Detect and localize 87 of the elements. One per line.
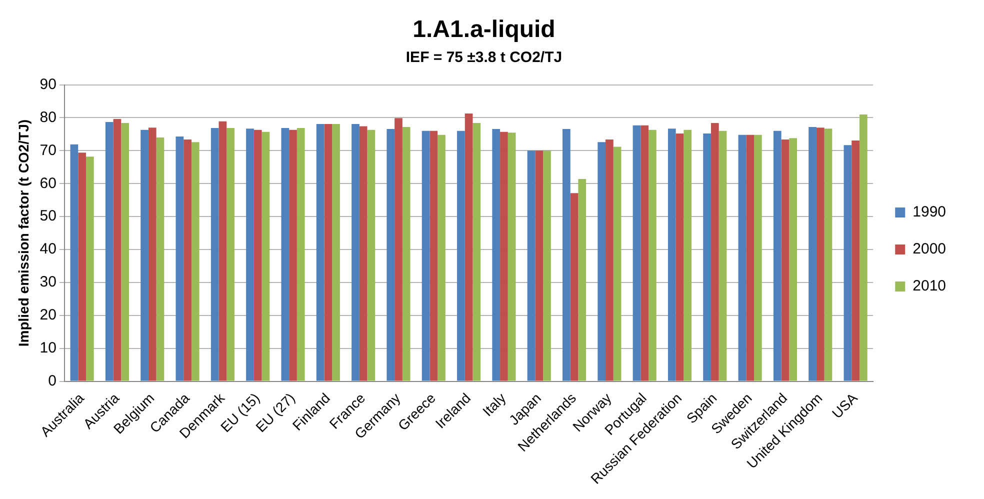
y-tick-label: 90 (40, 76, 56, 93)
bar (859, 114, 868, 381)
bar (754, 134, 762, 381)
bar (500, 132, 508, 381)
bar (176, 136, 184, 381)
x-tick-label: USA (828, 389, 861, 422)
bar (844, 145, 852, 381)
bar (598, 142, 606, 381)
bar (394, 118, 402, 381)
bar (121, 123, 129, 381)
y-tick-label: 20 (40, 306, 56, 324)
bar (352, 124, 360, 381)
bar (210, 128, 219, 381)
bar (492, 128, 500, 381)
bar (422, 130, 430, 381)
bar (668, 128, 676, 381)
legend-label: 2000 (912, 240, 946, 258)
y-tick-label: 40 (40, 240, 56, 258)
bar (148, 128, 156, 381)
bar (254, 130, 262, 381)
bar (262, 132, 270, 381)
bar (852, 140, 860, 381)
bar (430, 130, 438, 381)
bar (543, 150, 551, 381)
chart-subtitle: IEF = 75 ±3.8 t CO2/TJ (406, 48, 562, 66)
bar (789, 138, 798, 381)
bar (324, 124, 332, 381)
bar (156, 138, 164, 381)
bar (508, 132, 516, 381)
bar (648, 130, 656, 381)
legend-label: 1990 (912, 204, 946, 221)
bar (281, 128, 290, 381)
bar (78, 152, 86, 381)
y-tick-label: 0 (48, 372, 56, 390)
bar (824, 128, 832, 381)
bar (86, 156, 94, 381)
bar (808, 126, 816, 381)
bar (457, 130, 465, 381)
bar (578, 179, 586, 381)
y-tick-label: 50 (40, 208, 56, 225)
bar (191, 142, 200, 381)
bar (438, 134, 446, 381)
bar (246, 128, 254, 381)
y-tick-label: 30 (40, 274, 56, 291)
y-tick-label: 80 (40, 108, 56, 126)
bar (386, 128, 395, 381)
bar (289, 130, 297, 381)
bar (105, 122, 114, 381)
y-tick-label: 70 (40, 142, 56, 159)
bar (70, 144, 78, 381)
bar (718, 130, 727, 381)
bar (632, 125, 641, 381)
bar (464, 113, 473, 381)
chart-title: 1.A1.a-liquid (412, 16, 556, 44)
y-axis-title: Implied emission factor (t CO2/TJ) (15, 119, 32, 347)
bar (562, 128, 570, 381)
bar (606, 139, 614, 381)
bar (738, 134, 746, 381)
bar (570, 193, 578, 381)
bar (316, 124, 324, 381)
bar (332, 124, 340, 381)
bar (746, 134, 754, 381)
bar (640, 125, 649, 381)
bar (140, 130, 148, 381)
bar (816, 128, 824, 381)
x-tick-label: Italy (479, 390, 509, 420)
bar (296, 128, 305, 381)
y-tick-label: 10 (40, 339, 56, 356)
bar (676, 134, 684, 381)
bar (684, 130, 692, 381)
legend-label: 2010 (912, 278, 946, 295)
bar (710, 123, 719, 381)
bar (613, 146, 622, 381)
bar (359, 126, 368, 381)
bar (527, 150, 536, 381)
bar (703, 134, 711, 381)
bar (367, 130, 376, 381)
bar (781, 139, 790, 381)
bar (113, 119, 122, 381)
bar (402, 126, 410, 381)
bar (472, 123, 481, 381)
bar (773, 130, 782, 381)
bar (535, 150, 544, 381)
bar (226, 128, 234, 381)
y-tick-label: 60 (40, 174, 56, 192)
bar (218, 121, 227, 381)
bar (184, 139, 192, 381)
